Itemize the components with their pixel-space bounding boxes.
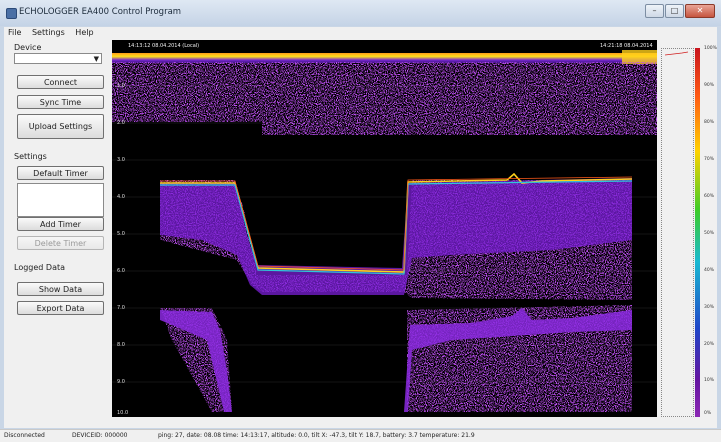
colorbar-label: 40% [704,268,715,273]
default-timer-button[interactable]: Default Timer [17,166,104,180]
start-timestamp: 14:13:12 08.04.2014 (Local) [128,43,200,49]
menu-help[interactable]: Help [75,28,94,37]
logged-data-label: Logged Data [14,263,66,272]
bottom-line-red [160,176,633,271]
close-button[interactable]: ✕ [685,4,715,18]
colorbar-trace [664,51,689,56]
depth-tick: 4.0 [117,194,125,200]
colorbar-label: 80% [704,120,715,125]
menu-settings[interactable]: Settings [31,28,65,37]
surface-echo-bright [622,50,657,64]
echogram-plot[interactable] [112,40,657,417]
menu-bar: File Settings Help [4,27,717,39]
depth-tick: 5.0 [117,231,125,237]
depth-tick: 10.0 [117,410,129,416]
export-data-button[interactable]: Export Data [17,301,104,315]
colorbar [695,48,700,417]
upload-settings-button[interactable]: Upload Settings [17,114,104,139]
colorbar-label: 100% [704,46,717,51]
maximize-button[interactable]: □ [665,4,684,18]
second-echo-right [404,308,632,412]
surface-echo [112,53,657,63]
depth-tick: 7.0 [117,305,125,311]
window-controls: – □ ✕ [645,4,715,18]
colorbar-label: 90% [704,83,715,88]
colorbar-label: 20% [704,342,715,347]
end-timestamp: 14:21:18 08.04.2014 [600,43,653,49]
colorbar-label: 70% [704,157,715,162]
ping-info: ping: 27, date: 08.08 time: 14:13:17, al… [158,432,475,439]
settings-label: Settings [14,152,47,161]
status-bar: Disconnected DEVICEID: 000000 ping: 27, … [0,429,721,442]
chevron-down-icon: ▼ [93,55,99,63]
show-data-button[interactable]: Show Data [17,282,104,296]
second-echo-left [160,310,232,412]
device-select[interactable]: ▼ [14,53,102,64]
colorbar-label: 0% [704,411,712,416]
colorbar-label: 60% [704,194,715,199]
delete-timer-button[interactable]: Delete Timer [17,236,104,250]
colorbar-label: 50% [704,231,715,236]
depth-tick: 6.0 [117,268,125,274]
depth-tick: 2.0 [117,120,125,126]
colorbar-frame [661,48,694,417]
timer-list[interactable] [17,183,104,217]
app-icon [6,8,17,19]
echogram-canvas [112,50,657,412]
connect-button[interactable]: Connect [17,75,104,89]
colorbar-label: 30% [704,305,715,310]
menu-file[interactable]: File [8,28,22,37]
title-bar: ECHOLOGGER EA400 Control Program – □ ✕ [0,0,721,26]
bottom-line-cyan [160,180,633,275]
device-label: Device [14,43,42,52]
minimize-button[interactable]: – [645,4,664,18]
depth-tick: 3.0 [117,157,125,163]
depth-tick: 1.0 [117,83,125,89]
window-title: ECHOLOGGER EA400 Control Program [19,7,182,17]
colorbar-label: 10% [704,378,715,383]
depth-tick: 8.0 [117,342,125,348]
sync-time-button[interactable]: Sync Time [17,95,104,109]
connection-status: Disconnected [4,432,45,439]
device-id: DEVICEID: 000000 [72,432,128,439]
add-timer-button[interactable]: Add Timer [17,217,104,231]
depth-tick: 9.0 [117,379,125,385]
bottom-mass [160,178,632,295]
